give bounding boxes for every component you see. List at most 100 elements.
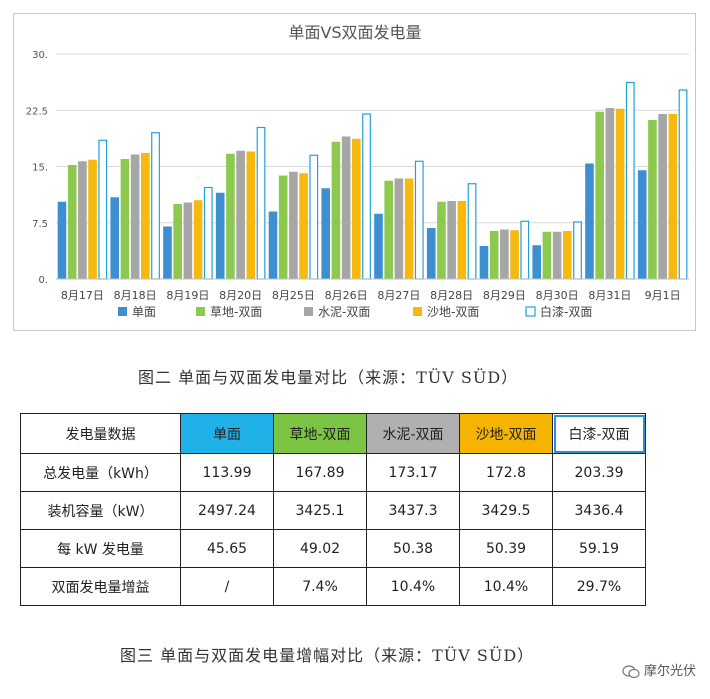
bar [278, 175, 288, 279]
table-cell: 45.65 [180, 529, 274, 568]
bar-chart: 单面VS双面发电量 0. 7.5 15. 22.5 30. 8月17日 8月18日 8月19日 8… [26, 23, 689, 319]
x-tick-label: 8月19日 [166, 289, 209, 302]
x-tick-label: 8月26日 [325, 289, 368, 302]
table-cell: 50.38 [366, 529, 460, 568]
table-cell: 3429.5 [459, 491, 553, 530]
bar [542, 231, 552, 279]
bar [246, 151, 256, 279]
watermark: 摩尔光伏 [622, 660, 696, 679]
table-cell: 50.39 [459, 529, 553, 568]
bar [141, 153, 150, 279]
bar [637, 170, 647, 279]
x-tick-label: 8月17日 [61, 289, 104, 302]
bar [374, 213, 383, 279]
x-tick-label: 8月20日 [219, 289, 262, 302]
data-table: 发电量数据 单面 草地-双面 水泥-双面 沙地-双面 白漆-双面 总发电量（kW… [20, 413, 646, 606]
bar [437, 201, 446, 279]
bar [563, 231, 572, 279]
table-row: 双面发电量增益 / 7.4% 10.4% 10.4% 29.7% [20, 567, 646, 606]
table-cell: 173.17 [366, 453, 460, 492]
x-tick-label: 8月25日 [272, 289, 315, 302]
bar [352, 138, 361, 279]
bar [120, 159, 130, 279]
bar [426, 228, 436, 279]
table-row-label: 双面发电量增益 [20, 567, 181, 606]
figure2-caption: 图二 单面与双面发电量对比（来源：TÜV SÜD） [138, 368, 519, 387]
table-cell: 172.8 [459, 453, 553, 492]
table-header-cell: 水泥-双面 [366, 413, 460, 454]
bar [88, 159, 97, 279]
legend-label: 白漆-双面 [540, 304, 592, 319]
y-tick-label: 22.5 [26, 106, 48, 117]
x-tick-label: 8月31日 [588, 289, 631, 302]
bar [183, 202, 193, 279]
bar [309, 154, 319, 280]
bar [573, 221, 582, 280]
bar [57, 201, 67, 279]
table-cell: 3436.4 [552, 491, 646, 530]
bar [479, 246, 489, 279]
bar [585, 163, 594, 279]
table-header-cell: 草地-双面 [273, 413, 367, 454]
bar [489, 231, 499, 279]
bar [130, 154, 140, 279]
bar [163, 226, 172, 279]
figure3-caption: 图三 单面与双面发电量增幅对比（来源：TÜV SÜD） [120, 646, 535, 665]
table-cell: 10.4% [459, 567, 553, 606]
table-cell: 113.99 [180, 453, 274, 492]
bar [532, 245, 542, 279]
bar [78, 161, 87, 279]
wechat-icon [622, 664, 640, 678]
table-row: 装机容量（kW） 2497.24 3425.1 3437.3 3429.5 34… [20, 491, 646, 530]
x-tick-label: 8月28日 [430, 289, 473, 302]
bar [668, 114, 678, 279]
bar [226, 153, 235, 279]
table-header-cell: 发电量数据 [20, 413, 181, 454]
table-header-cell: 单面 [180, 413, 274, 454]
table-row: 总发电量（kWh） 113.99 167.89 173.17 172.8 203… [20, 453, 646, 492]
x-tick-label: 8月30日 [536, 289, 579, 302]
bar [236, 150, 245, 279]
legend-swatch [118, 307, 127, 316]
chart-title: 单面VS双面发电量 [288, 23, 421, 42]
bar [362, 113, 371, 280]
bar [678, 89, 688, 280]
legend-label: 单面 [132, 305, 156, 319]
legend-swatch [304, 307, 313, 316]
bar [341, 136, 351, 279]
table-cell: 49.02 [273, 529, 367, 568]
bar [289, 171, 298, 279]
bar [500, 229, 509, 279]
legend-label: 水泥-双面 [318, 305, 370, 319]
bar [173, 204, 182, 279]
x-tick-label: 8月18日 [114, 289, 157, 302]
x-tick-label: 9月1日 [645, 289, 681, 302]
bar [331, 141, 341, 279]
table-cell: 7.4% [273, 567, 367, 606]
bar [467, 183, 477, 280]
bar [321, 188, 331, 279]
table-row: 每 kW 发电量 45.65 49.02 50.38 50.39 59.19 [20, 529, 646, 568]
legend-label: 草地-双面 [210, 305, 262, 319]
table-row-label: 装机容量（kW） [20, 491, 181, 530]
bar [457, 201, 467, 279]
bar [595, 111, 604, 279]
table-cell: 203.39 [552, 453, 646, 492]
bar [151, 132, 160, 280]
legend-swatch [413, 307, 422, 316]
bar [414, 160, 424, 280]
table-header-cell: 白漆-双面 [552, 413, 646, 454]
bar [110, 197, 120, 279]
bar [404, 178, 414, 279]
table-cell: 3425.1 [273, 491, 367, 530]
bar [625, 81, 635, 280]
y-tick-label: 30. [32, 50, 48, 61]
bar [299, 173, 308, 279]
bar [615, 108, 625, 279]
table-cell: / [180, 567, 274, 606]
bar [658, 114, 667, 279]
y-tick-label: 0. [38, 275, 48, 286]
table-row-label: 总发电量（kWh） [20, 453, 181, 492]
legend-swatch [196, 307, 205, 316]
bar [510, 230, 519, 279]
